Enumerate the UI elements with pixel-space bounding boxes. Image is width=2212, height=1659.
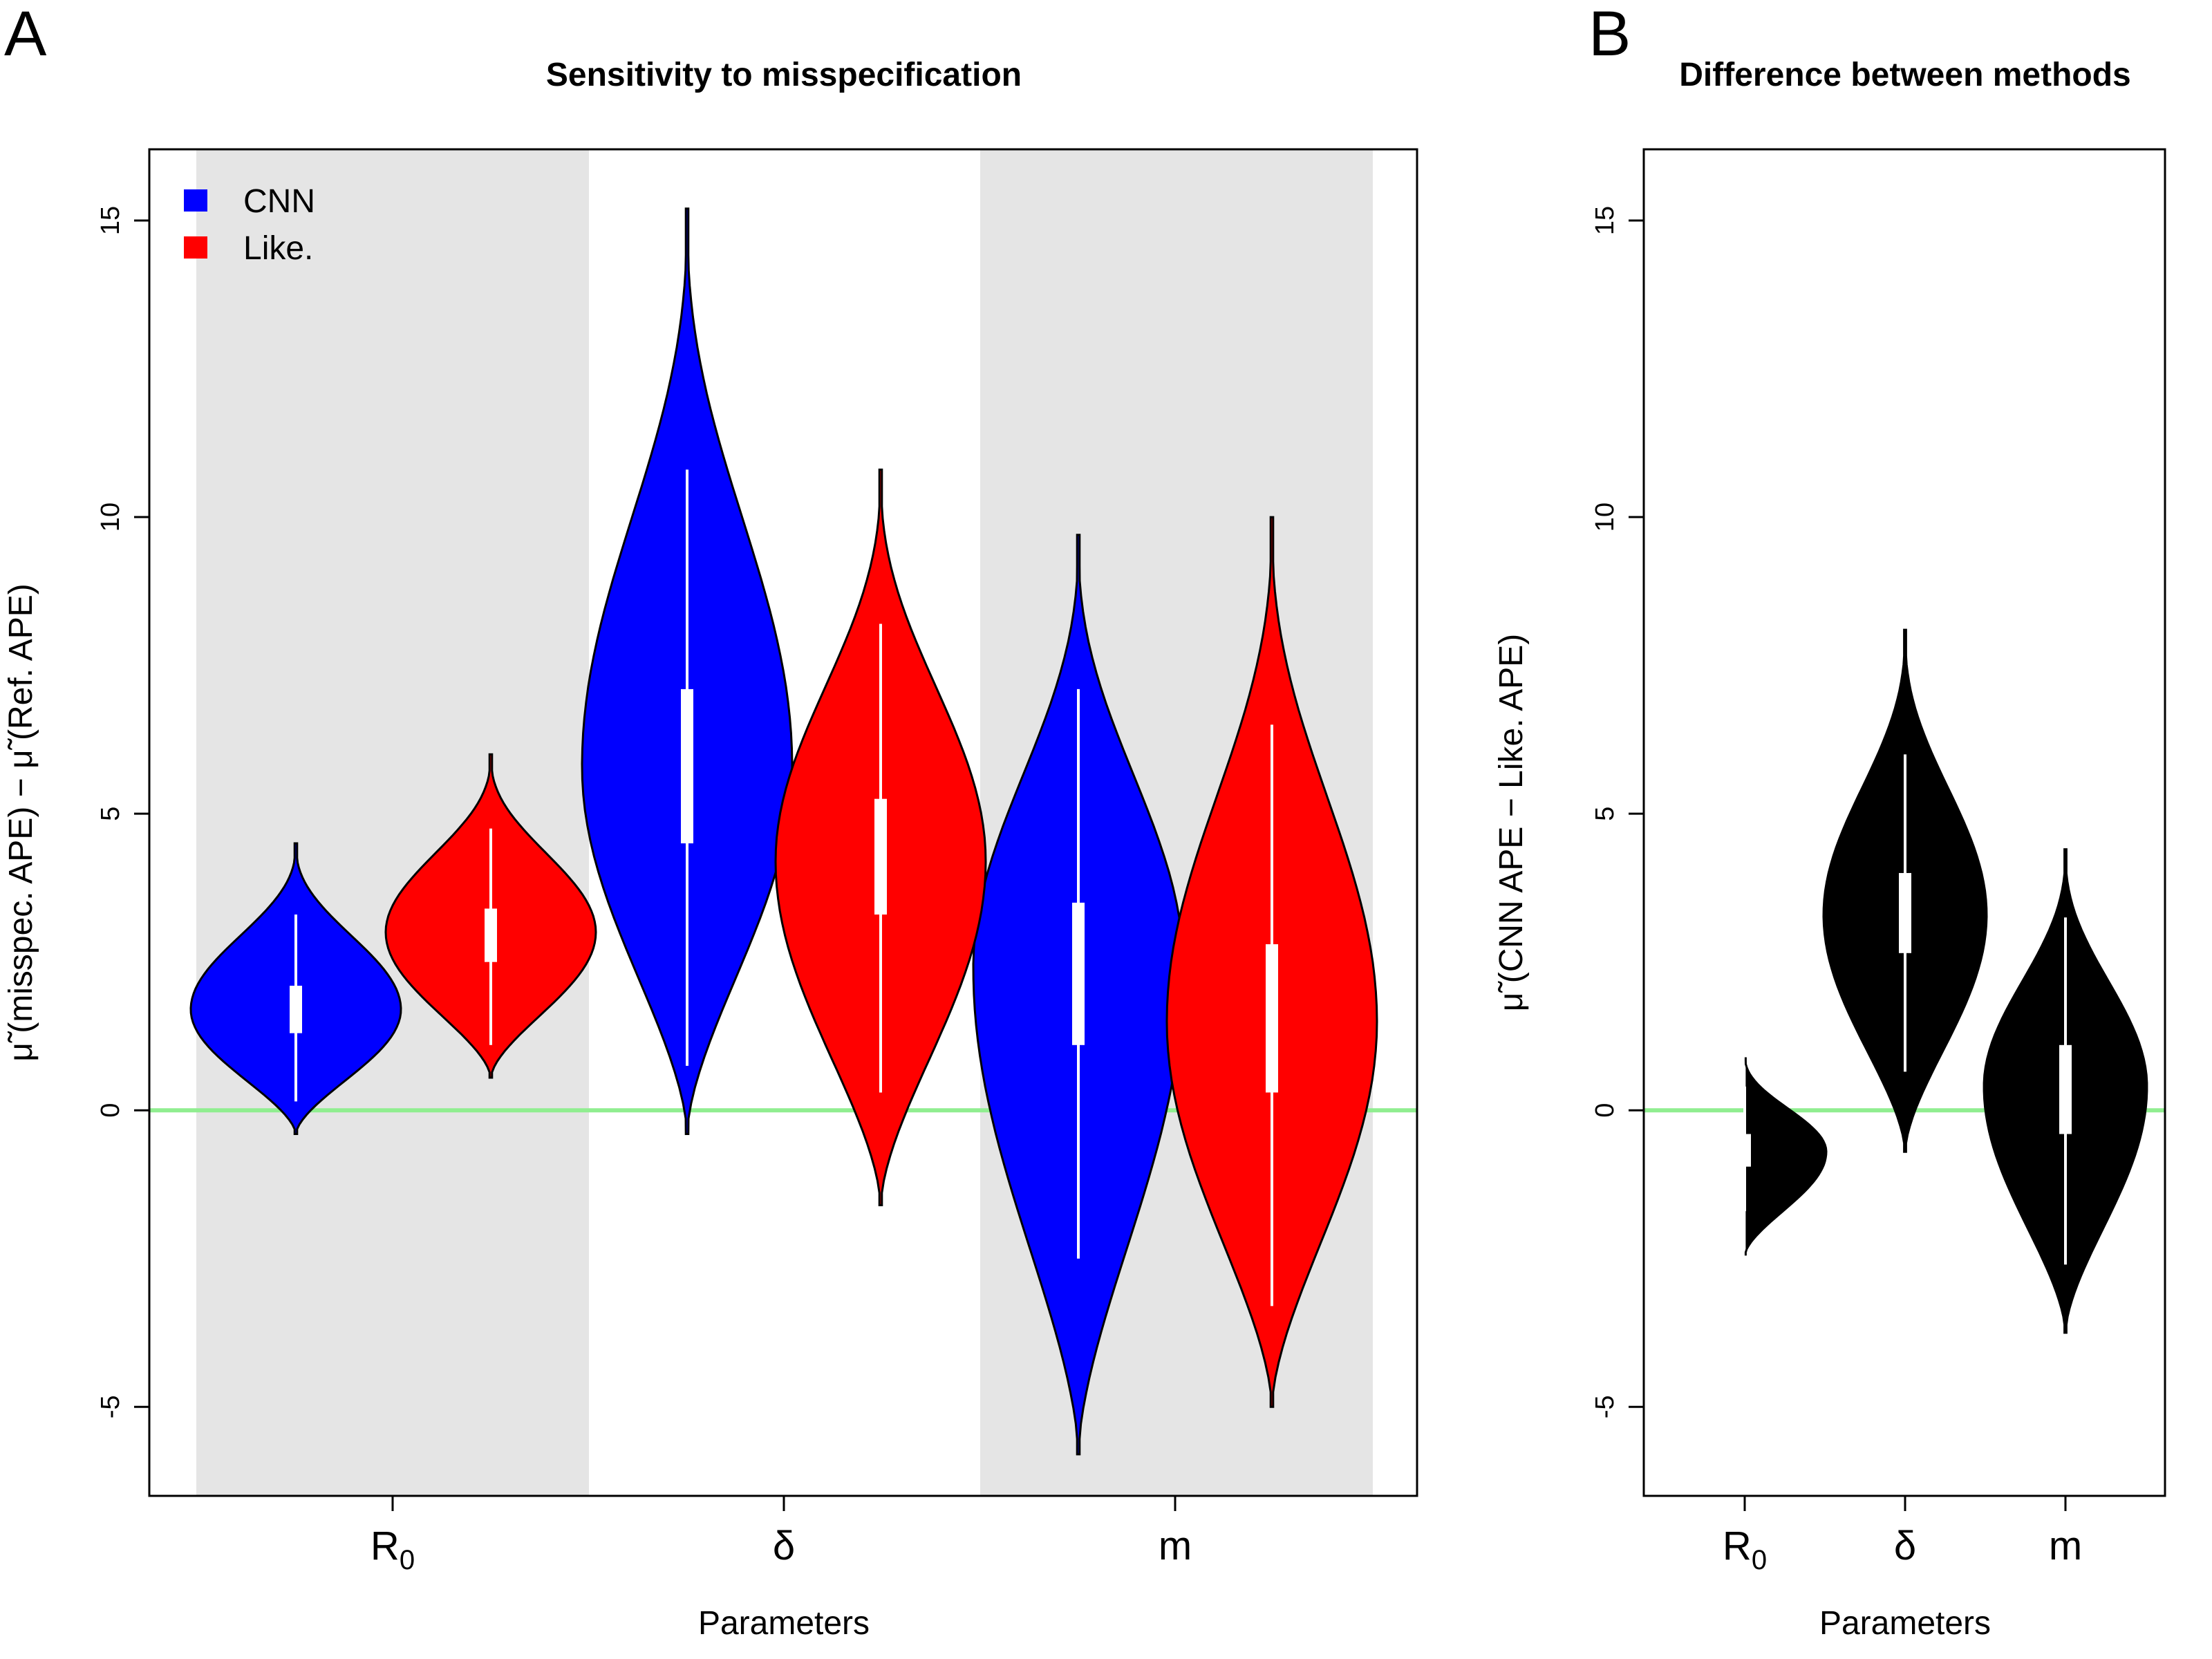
x-tick-label: m <box>2049 1524 2082 1568</box>
panel-letter-b: B <box>1588 0 1631 69</box>
panel-a-title: Sensitivity to misspecification <box>546 57 1022 93</box>
x-axis-label: Parameters <box>698 1605 870 1642</box>
violin-iqr-box <box>1899 872 1911 953</box>
violin-iqr-box <box>290 985 302 1033</box>
violin-like--2 <box>1165 516 1378 1408</box>
violin-cnn-like--2 <box>1983 848 2148 1334</box>
y-tick-label: 15 <box>96 206 125 235</box>
panel-letter-a: A <box>4 0 47 69</box>
violin-cnn-like--1 <box>1822 628 1988 1153</box>
y-tick-label: 5 <box>96 807 125 821</box>
y-axis: -5 0 5 10 15 <box>96 206 149 1418</box>
y-axis-label: μ̃ (CNN APE − Like. APE) <box>1493 634 1530 1012</box>
panel-b-title: Difference between methods <box>1679 57 2130 93</box>
x-tick-label: m <box>1159 1524 1192 1568</box>
violin-iqr-box <box>1072 902 1085 1045</box>
violins <box>1738 628 2148 1334</box>
shade-band-r0 <box>196 149 589 1496</box>
violin-iqr-box <box>1738 1134 1751 1167</box>
panel-a: A Sensitivity to misspecification -5 0 5 10… <box>3 0 1418 1642</box>
violin-body <box>1744 1057 1828 1256</box>
violin-iqr-box <box>2059 1044 2072 1134</box>
violin-iqr-box <box>681 688 693 844</box>
violin-iqr-box <box>1266 944 1278 1093</box>
x-tick-label: δ <box>1894 1524 1916 1568</box>
legend-label: Like. <box>243 230 313 267</box>
y-tick-label: 5 <box>1591 807 1620 821</box>
violin-cnn-0 <box>189 842 402 1135</box>
y-axis: -5 0 5 10 15 <box>1591 206 1644 1418</box>
violin-like--1 <box>774 468 987 1206</box>
x-tick-label: δ <box>773 1524 795 1568</box>
violin-iqr-box <box>874 798 887 915</box>
violins <box>189 207 1378 1456</box>
y-tick-label: 10 <box>96 503 125 532</box>
y-tick-label: 0 <box>96 1103 125 1118</box>
violin-like--0 <box>384 753 597 1079</box>
y-tick-label: -5 <box>96 1395 125 1418</box>
violin-iqr-box <box>485 908 497 962</box>
legend-swatch <box>184 189 207 212</box>
violin-cnn-like--0 <box>1738 1057 1828 1256</box>
y-tick-label: -5 <box>1591 1395 1620 1418</box>
y-tick-label: 15 <box>1591 206 1620 235</box>
y-tick-label: 0 <box>1591 1103 1620 1118</box>
y-axis-label: μ̃ (misspec. APE) − μ̃ (Ref. APE) <box>3 583 39 1062</box>
violin-cnn-1 <box>581 207 794 1135</box>
x-axis: R0 δ m <box>1723 1496 2082 1575</box>
x-tick-label: R0 <box>371 1524 415 1575</box>
legend-label: CNN <box>243 183 315 220</box>
violin-cnn-2 <box>972 534 1185 1456</box>
x-axis-label: Parameters <box>1819 1605 1991 1642</box>
legend: CNN Like. <box>184 183 315 267</box>
panel-b: B Difference between methods -5 0 5 10 15 R0… <box>1493 0 2166 1642</box>
x-axis: R0 δ m <box>371 1496 1192 1575</box>
legend-swatch <box>184 236 207 259</box>
x-tick-label: R0 <box>1723 1524 1767 1575</box>
y-tick-label: 10 <box>1591 503 1620 532</box>
